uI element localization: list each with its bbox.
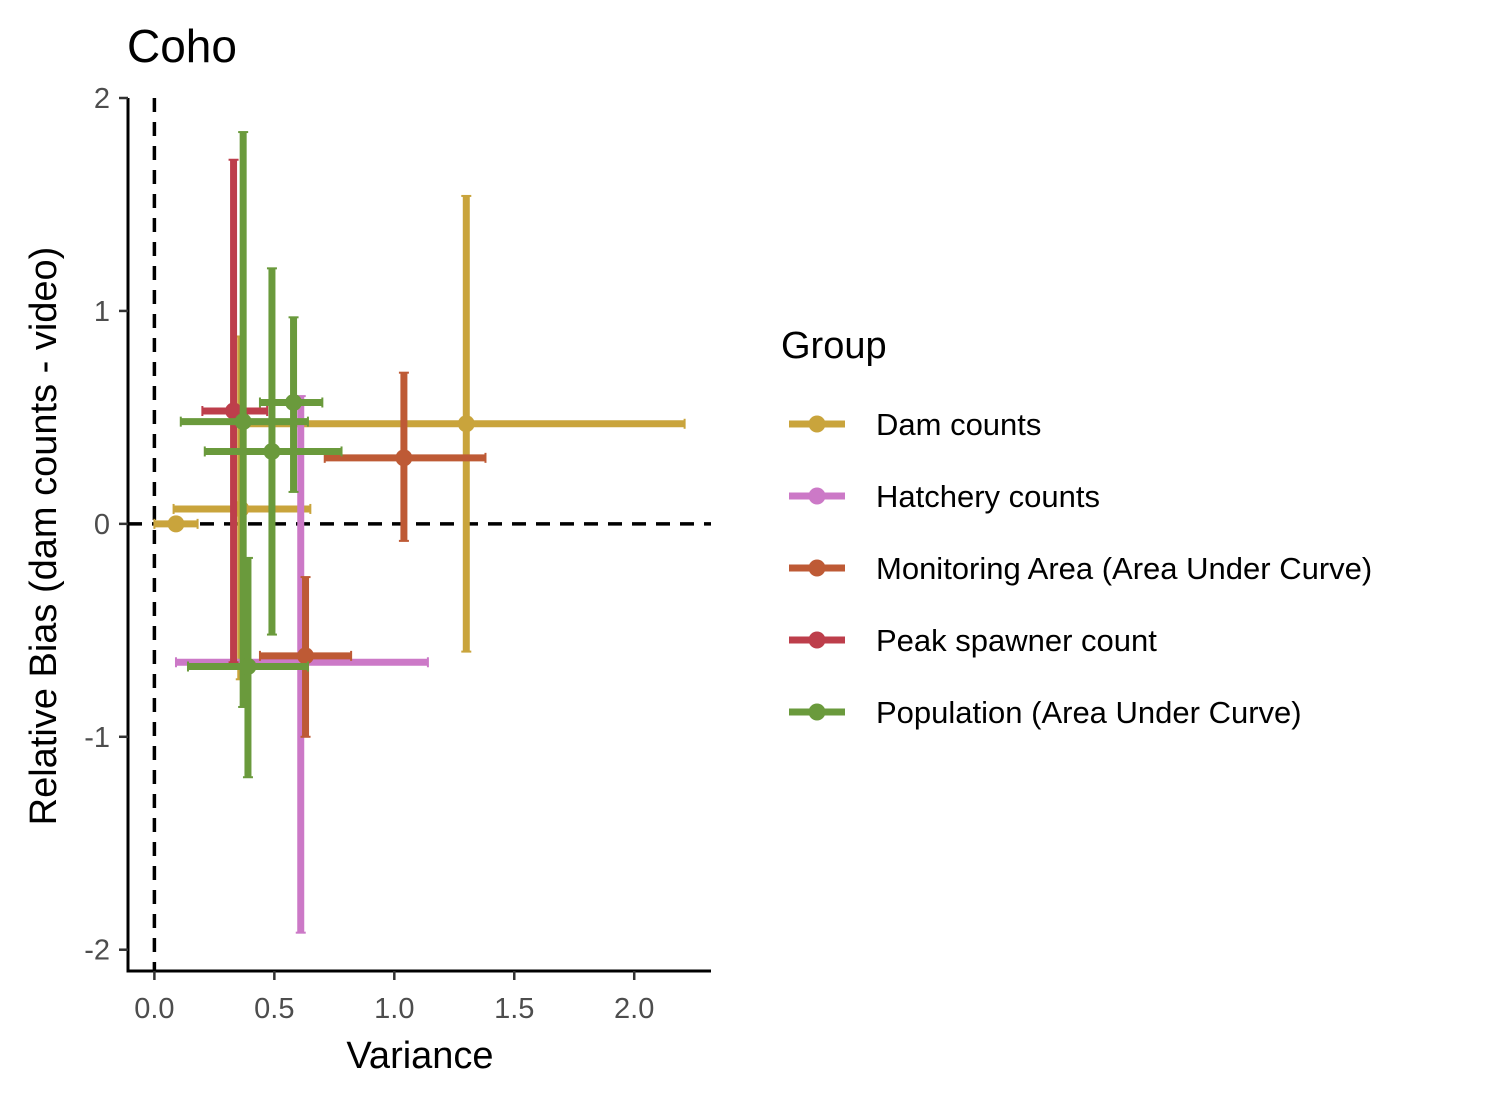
- y-tick-label: 2: [94, 83, 110, 115]
- legend-item: Hatchery counts: [789, 479, 1100, 514]
- data-point: [239, 658, 257, 676]
- y-tick-label: -2: [84, 935, 110, 967]
- legend-title: Group: [781, 325, 887, 367]
- series-monitoring-area-area-under-curve: [258, 371, 487, 738]
- legend-key-point: [808, 415, 826, 433]
- y-tick-label: 0: [94, 509, 110, 541]
- y-tick-label: -1: [84, 722, 110, 754]
- x-tick-label: 0.5: [254, 993, 294, 1025]
- y-tick-label: 1: [94, 296, 110, 328]
- legend-item: Population (Area Under Curve): [789, 695, 1302, 730]
- legend-key-point: [808, 559, 826, 577]
- axes: 0.0 0.5 1.0 1.5 2.0 -2 -1 0 1 2: [84, 83, 711, 1025]
- legend-key-point: [808, 487, 826, 505]
- data-point: [285, 393, 303, 411]
- x-tick-label: 1.0: [374, 993, 414, 1025]
- legend-label: Peak spawner count: [876, 623, 1157, 658]
- x-tick-label: 1.5: [494, 993, 534, 1025]
- data-point: [297, 647, 315, 665]
- plot-marks: [128, 98, 711, 971]
- chart-title: Coho: [127, 20, 237, 72]
- legend-label: Monitoring Area (Area Under Curve): [876, 551, 1372, 586]
- data-point: [167, 515, 185, 533]
- y-axis-title: Relative Bias (dam counts - video): [23, 247, 65, 826]
- legend-item: Monitoring Area (Area Under Curve): [789, 551, 1372, 586]
- x-tick-label: 0.0: [134, 993, 174, 1025]
- series-population-area-under-curve: [179, 131, 343, 779]
- legend-item: Dam counts: [789, 407, 1041, 442]
- legend-label: Hatchery counts: [876, 479, 1100, 514]
- series-peak-spawner-count: [201, 158, 269, 664]
- legend-label: Population (Area Under Curve): [876, 695, 1302, 730]
- x-tick-label: 2.0: [614, 993, 654, 1025]
- legend-label: Dam counts: [876, 407, 1041, 442]
- data-point: [234, 413, 252, 431]
- data-point: [457, 415, 475, 433]
- data-point: [263, 442, 281, 460]
- legend-key-point: [808, 703, 826, 721]
- x-axis-title: Variance: [346, 1035, 493, 1077]
- legend: Group Dam counts Hatchery counts Monitorin…: [781, 325, 1372, 730]
- legend-item: Peak spawner count: [789, 623, 1157, 658]
- legend-key-point: [808, 631, 826, 649]
- data-point: [395, 449, 413, 467]
